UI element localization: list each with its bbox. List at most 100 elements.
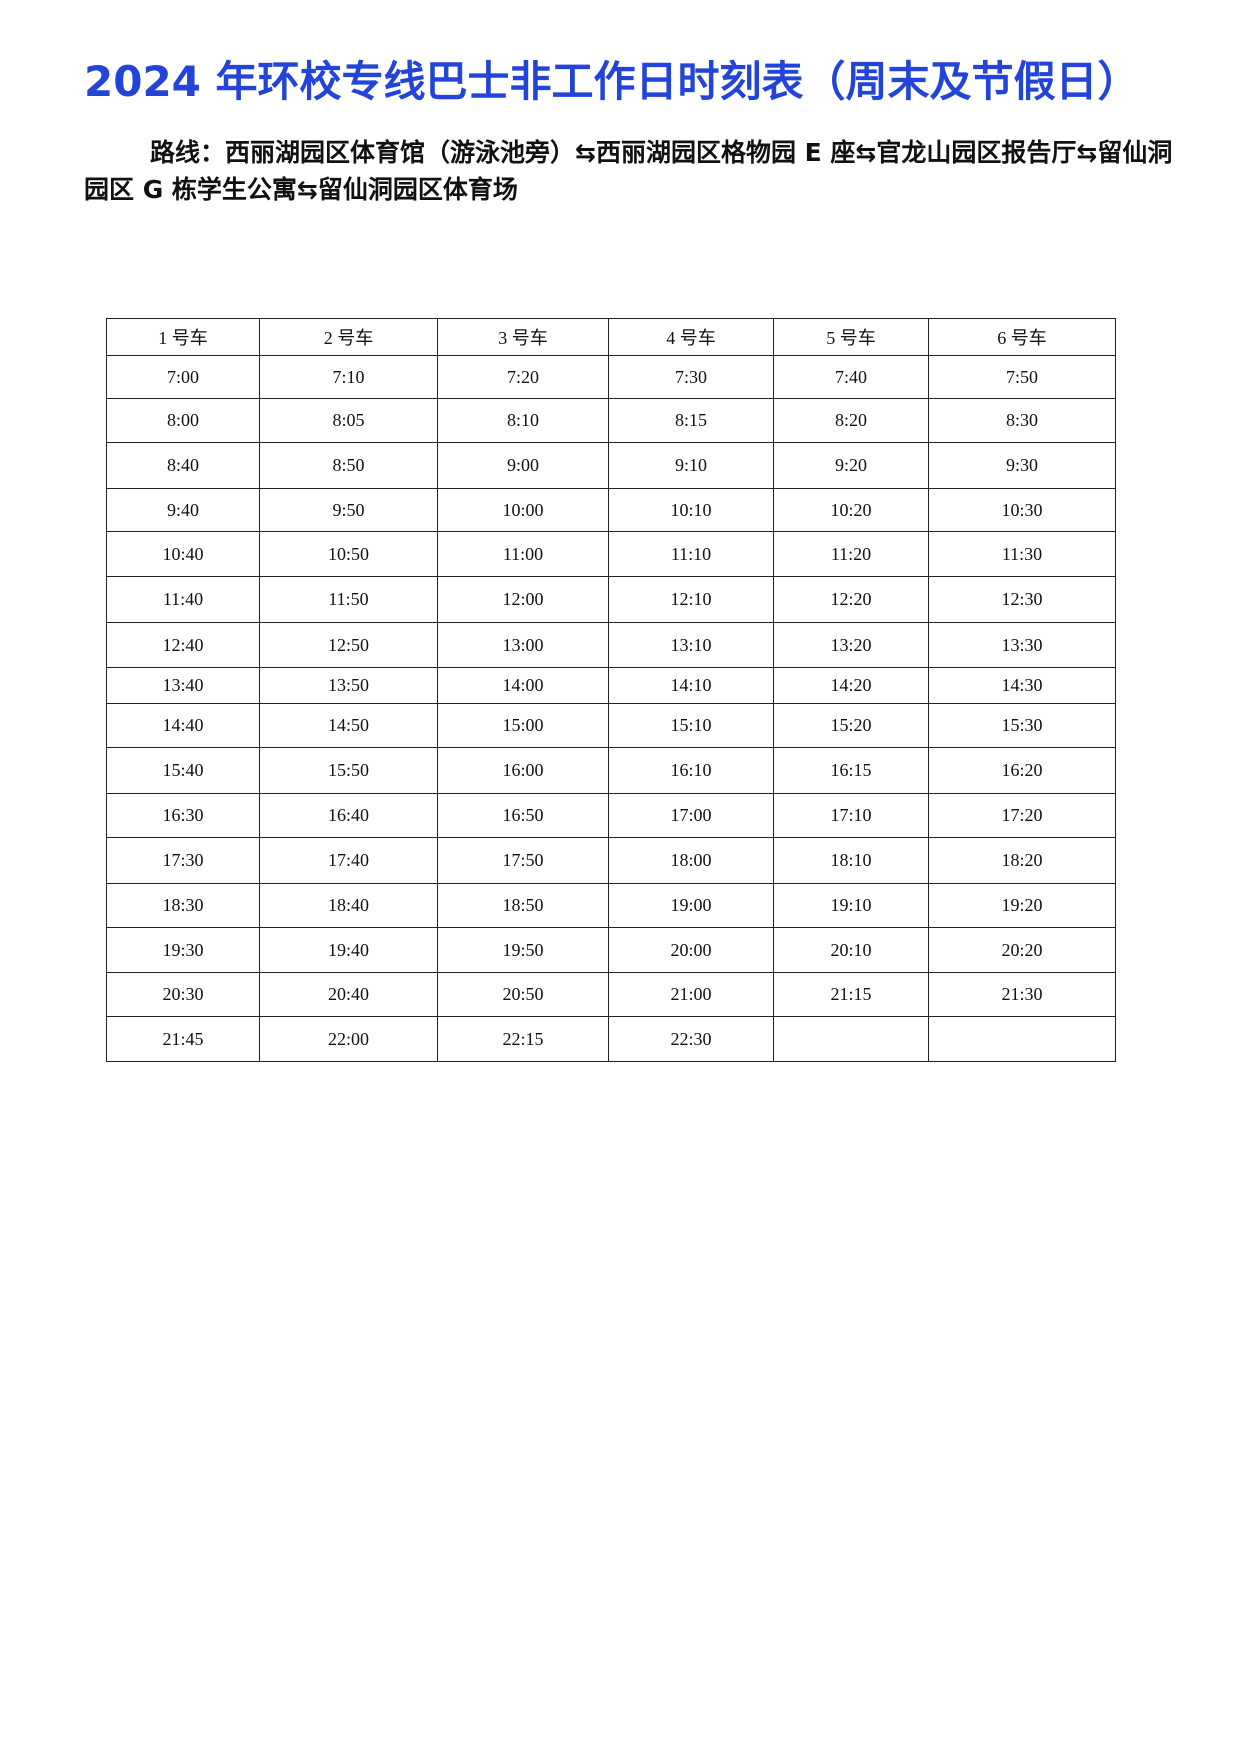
time-cell: 7:00 xyxy=(106,355,260,399)
time-cell: 16:40 xyxy=(259,793,438,838)
time-cell: 15:00 xyxy=(437,703,609,748)
route-description: 路线：西丽湖园区体育馆（游泳池旁）⇆西丽湖园区格物园 E 座⇆官龙山园区报告厅⇆… xyxy=(84,138,1173,204)
table-row: 10:40 10:50 11:00 11:10 11:20 11:30 xyxy=(106,531,1116,577)
table-row: 12:40 12:50 13:00 13:10 13:20 13:30 xyxy=(106,622,1116,668)
table-row: 11:40 11:50 12:00 12:10 12:20 12:30 xyxy=(106,576,1116,623)
time-cell: 12:20 xyxy=(773,576,929,623)
table-row: 18:30 18:40 18:50 19:00 19:10 19:20 xyxy=(106,883,1116,928)
time-cell: 18:00 xyxy=(608,837,774,884)
time-cell: 8:40 xyxy=(106,442,260,489)
time-cell: 9:10 xyxy=(608,442,774,489)
time-cell: 12:50 xyxy=(259,622,438,668)
time-cell: 15:40 xyxy=(106,747,260,794)
time-cell: 18:50 xyxy=(437,883,609,928)
time-cell: 11:00 xyxy=(437,531,609,577)
column-header: 6 号车 xyxy=(928,318,1116,356)
time-cell: 16:20 xyxy=(928,747,1116,794)
time-cell: 7:30 xyxy=(608,355,774,399)
table-row: 15:40 15:50 16:00 16:10 16:15 16:20 xyxy=(106,747,1116,794)
time-cell: 11:30 xyxy=(928,531,1116,577)
time-cell: 14:10 xyxy=(608,667,774,704)
time-cell: 10:10 xyxy=(608,488,774,532)
time-cell: 13:50 xyxy=(259,667,438,704)
time-cell: 17:00 xyxy=(608,793,774,838)
time-cell xyxy=(773,1016,929,1062)
table-row: 21:45 22:00 22:15 22:30 xyxy=(106,1016,1116,1062)
time-cell: 18:10 xyxy=(773,837,929,884)
time-cell: 16:10 xyxy=(608,747,774,794)
time-cell: 10:40 xyxy=(106,531,260,577)
column-header: 5 号车 xyxy=(773,318,929,356)
table-row: 19:30 19:40 19:50 20:00 20:10 20:20 xyxy=(106,927,1116,973)
time-cell: 14:00 xyxy=(437,667,609,704)
time-cell: 15:20 xyxy=(773,703,929,748)
time-cell: 16:30 xyxy=(106,793,260,838)
time-cell xyxy=(928,1016,1116,1062)
table-row: 20:30 20:40 20:50 21:00 21:15 21:30 xyxy=(106,972,1116,1017)
timetable: 1 号车 2 号车 3 号车 4 号车 5 号车 6 号车 7:00 7:10 7:20 7:3… xyxy=(106,318,1116,1062)
table-row: 14:40 14:50 15:00 15:10 15:20 15:30 xyxy=(106,703,1116,748)
time-cell: 16:50 xyxy=(437,793,609,838)
time-cell: 9:40 xyxy=(106,488,260,532)
time-cell: 7:20 xyxy=(437,355,609,399)
time-cell: 8:50 xyxy=(259,442,438,489)
time-cell: 19:00 xyxy=(608,883,774,928)
time-cell: 12:10 xyxy=(608,576,774,623)
column-header: 3 号车 xyxy=(437,318,609,356)
time-cell: 7:10 xyxy=(259,355,438,399)
time-cell: 13:30 xyxy=(928,622,1116,668)
time-cell: 12:40 xyxy=(106,622,260,668)
column-header: 2 号车 xyxy=(259,318,438,356)
time-cell: 20:50 xyxy=(437,972,609,1017)
time-cell: 21:30 xyxy=(928,972,1116,1017)
time-cell: 13:10 xyxy=(608,622,774,668)
time-cell: 22:15 xyxy=(437,1016,609,1062)
time-cell: 10:30 xyxy=(928,488,1116,532)
time-cell: 20:00 xyxy=(608,927,774,973)
header-row: 1 号车 2 号车 3 号车 4 号车 5 号车 6 号车 xyxy=(106,318,1116,356)
time-cell: 11:40 xyxy=(106,576,260,623)
time-cell: 10:50 xyxy=(259,531,438,577)
time-cell: 15:30 xyxy=(928,703,1116,748)
time-cell: 14:30 xyxy=(928,667,1116,704)
time-cell: 10:20 xyxy=(773,488,929,532)
time-cell: 9:30 xyxy=(928,442,1116,489)
time-cell: 19:20 xyxy=(928,883,1116,928)
time-cell: 17:20 xyxy=(928,793,1116,838)
time-cell: 18:40 xyxy=(259,883,438,928)
time-cell: 18:20 xyxy=(928,837,1116,884)
time-cell: 14:40 xyxy=(106,703,260,748)
time-cell: 21:15 xyxy=(773,972,929,1017)
time-cell: 15:50 xyxy=(259,747,438,794)
time-cell: 8:15 xyxy=(608,398,774,443)
column-header: 4 号车 xyxy=(608,318,774,356)
table-row: 17:30 17:40 17:50 18:00 18:10 18:20 xyxy=(106,837,1116,884)
page-title: 2024 年环校专线巴士非工作日时刻表（周末及节假日） xyxy=(84,57,1140,106)
time-cell: 22:30 xyxy=(608,1016,774,1062)
table-row: 8:40 8:50 9:00 9:10 9:20 9:30 xyxy=(106,442,1116,489)
table-row: 8:00 8:05 8:10 8:15 8:20 8:30 xyxy=(106,398,1116,443)
time-cell: 13:40 xyxy=(106,667,260,704)
time-cell: 19:30 xyxy=(106,927,260,973)
table-row: 9:40 9:50 10:00 10:10 10:20 10:30 xyxy=(106,488,1116,532)
time-cell: 13:00 xyxy=(437,622,609,668)
time-cell: 19:50 xyxy=(437,927,609,973)
time-cell: 17:10 xyxy=(773,793,929,838)
time-cell: 13:20 xyxy=(773,622,929,668)
time-cell: 21:00 xyxy=(608,972,774,1017)
time-cell: 9:00 xyxy=(437,442,609,489)
time-cell: 8:10 xyxy=(437,398,609,443)
time-cell: 9:50 xyxy=(259,488,438,532)
time-cell: 8:30 xyxy=(928,398,1116,443)
time-cell: 20:20 xyxy=(928,927,1116,973)
time-cell: 20:40 xyxy=(259,972,438,1017)
time-cell: 19:40 xyxy=(259,927,438,973)
table-row: 7:00 7:10 7:20 7:30 7:40 7:50 xyxy=(106,355,1116,399)
time-cell: 10:00 xyxy=(437,488,609,532)
time-cell: 16:00 xyxy=(437,747,609,794)
column-header: 1 号车 xyxy=(106,318,260,356)
time-cell: 8:05 xyxy=(259,398,438,443)
time-cell: 11:20 xyxy=(773,531,929,577)
time-cell: 22:00 xyxy=(259,1016,438,1062)
time-cell: 17:40 xyxy=(259,837,438,884)
